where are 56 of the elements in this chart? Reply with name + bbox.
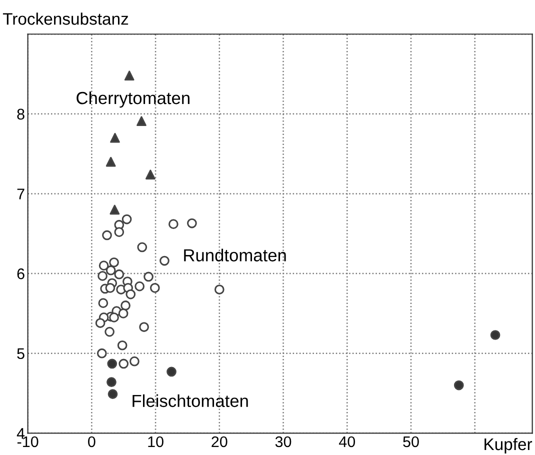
point	[110, 132, 120, 143]
x-tick-label: 20	[212, 436, 228, 448]
point	[109, 257, 119, 268]
point	[108, 389, 118, 399]
point	[120, 300, 130, 310]
point	[150, 282, 160, 293]
point	[137, 242, 148, 252]
y-tick-label: 5	[17, 348, 24, 360]
point	[98, 260, 109, 270]
point	[144, 272, 154, 282]
annotation: Fleischtomaten	[132, 394, 248, 408]
point	[98, 271, 108, 281]
y-tick-label: 8	[17, 108, 24, 120]
point	[109, 312, 119, 322]
point	[187, 218, 197, 228]
point	[106, 265, 116, 276]
annotation: Cherrytomaten	[76, 91, 190, 108]
point	[114, 227, 124, 237]
point	[214, 284, 224, 294]
point	[104, 326, 114, 337]
point	[490, 330, 500, 340]
point	[95, 318, 106, 328]
x-tick-label: 50	[403, 436, 419, 448]
point	[118, 308, 128, 318]
point	[118, 358, 129, 369]
x-tick-label: 30	[275, 436, 292, 448]
point	[166, 366, 176, 377]
x-tick-label: 0	[88, 436, 96, 448]
point	[160, 256, 170, 266]
y-axis-title: Trockensubstanz	[2, 12, 128, 25]
point	[168, 219, 178, 229]
point	[114, 269, 124, 280]
point	[136, 116, 146, 126]
point	[117, 340, 128, 350]
x-tick-label: 10	[148, 436, 164, 448]
y-tick-label: 7	[17, 188, 24, 200]
point	[139, 322, 149, 332]
point	[122, 214, 132, 224]
point	[107, 358, 118, 369]
point	[105, 282, 116, 293]
point	[134, 281, 145, 292]
point	[98, 298, 108, 308]
point	[96, 348, 107, 358]
point	[130, 356, 140, 366]
point	[102, 230, 112, 240]
y-tick-label: 6	[17, 268, 24, 280]
x-axis-title: Kupfer	[484, 438, 532, 454]
point	[124, 70, 134, 81]
point	[110, 204, 120, 215]
point	[146, 170, 156, 180]
annotation: Rundtomaten	[184, 248, 286, 262]
point	[106, 156, 116, 167]
point	[454, 380, 464, 390]
x-tick-label: 40	[338, 436, 356, 448]
point	[126, 289, 136, 300]
point	[106, 377, 116, 388]
